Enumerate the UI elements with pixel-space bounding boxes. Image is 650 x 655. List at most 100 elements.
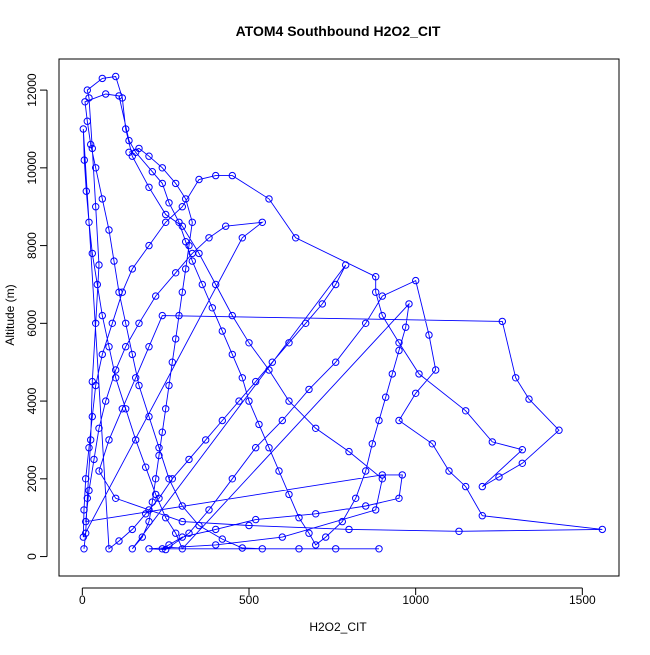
data-point <box>79 125 88 133</box>
data-point <box>265 366 273 374</box>
data-point <box>395 346 403 355</box>
y-axis-label: Altitude (m) <box>3 284 17 345</box>
data-point <box>88 144 97 153</box>
data-point <box>128 525 137 534</box>
data-point <box>235 397 243 405</box>
data-point <box>412 389 420 397</box>
data-point <box>115 537 123 545</box>
data-point <box>118 288 127 296</box>
data-point <box>115 288 123 296</box>
data-point <box>102 397 110 405</box>
data-point <box>95 424 103 432</box>
data-point <box>368 440 376 448</box>
data-point <box>155 494 163 502</box>
data-point <box>112 366 120 374</box>
data-point <box>302 319 310 327</box>
data-point <box>372 288 380 296</box>
data-point <box>518 446 526 454</box>
data-point <box>158 545 167 553</box>
data-point <box>135 381 143 390</box>
data-point <box>122 319 130 327</box>
data-point <box>395 339 403 347</box>
data-point <box>105 436 113 444</box>
data-point <box>112 72 120 81</box>
data-point <box>145 412 153 421</box>
data-point <box>128 265 137 273</box>
data-point <box>172 335 180 343</box>
data-point <box>245 339 253 347</box>
data-point <box>152 292 160 300</box>
data-point <box>372 273 380 281</box>
data-point <box>525 395 533 403</box>
data-point <box>135 144 143 153</box>
data-point <box>255 420 263 429</box>
data-point <box>178 502 187 510</box>
data-point <box>222 222 230 230</box>
data-point <box>375 416 383 425</box>
data-point <box>90 455 98 464</box>
data-point <box>82 529 90 537</box>
data-point <box>108 319 117 327</box>
data-point <box>152 475 160 483</box>
data-point <box>178 533 187 541</box>
data-point <box>212 541 220 549</box>
data-point <box>178 545 187 553</box>
chart-title: ATOM4 Southbound H2O2_CIT <box>236 23 441 39</box>
data-point <box>362 319 370 327</box>
data-point <box>378 471 386 479</box>
data-point <box>105 343 113 351</box>
data-point <box>110 257 118 265</box>
data-point <box>162 405 170 413</box>
data-point <box>598 525 606 534</box>
data-point <box>165 381 173 390</box>
data-point <box>478 512 486 520</box>
data-point <box>342 261 350 269</box>
data-point <box>305 385 313 394</box>
data-point <box>178 288 187 296</box>
data-point <box>205 234 213 242</box>
data-point <box>378 475 386 483</box>
data-point <box>162 218 170 227</box>
data-point <box>318 300 326 308</box>
data-point <box>145 152 153 160</box>
data-point <box>158 179 167 188</box>
data-point <box>82 475 90 483</box>
data-point <box>478 482 486 491</box>
x-axis-label: H2O2_CIT <box>309 620 367 634</box>
data-point <box>208 304 217 312</box>
data-point <box>238 374 247 382</box>
data-point <box>145 545 153 553</box>
data-point <box>148 498 157 506</box>
data-point <box>98 350 107 359</box>
data-point <box>428 440 436 448</box>
y-axis: 0 2000 4000 6000 8000 10000 12000 <box>25 73 48 560</box>
data-point <box>388 370 396 378</box>
data-point <box>125 136 133 145</box>
data-point <box>455 527 463 535</box>
data-point <box>162 210 170 219</box>
data-point <box>128 350 137 359</box>
data-point <box>93 280 102 289</box>
data-point <box>83 494 92 502</box>
data-point <box>85 486 93 495</box>
y-tick-label: 0 <box>25 553 39 560</box>
data-point <box>185 529 193 537</box>
series-layer <box>79 72 606 554</box>
data-point <box>238 544 247 552</box>
data-point <box>275 467 283 475</box>
data-point <box>165 199 173 207</box>
data-point <box>462 482 470 491</box>
data-point <box>212 171 220 180</box>
y-tick-label: 12000 <box>25 73 39 107</box>
data-point <box>158 428 167 436</box>
data-point <box>122 405 130 413</box>
data-point <box>295 545 303 553</box>
x-tick-label: 1000 <box>402 593 429 607</box>
data-point <box>132 436 140 444</box>
data-point <box>372 506 380 514</box>
data-point <box>88 412 97 421</box>
data-point <box>178 203 187 211</box>
data-point <box>332 545 340 553</box>
data-point <box>252 377 260 386</box>
data-point <box>495 473 503 481</box>
